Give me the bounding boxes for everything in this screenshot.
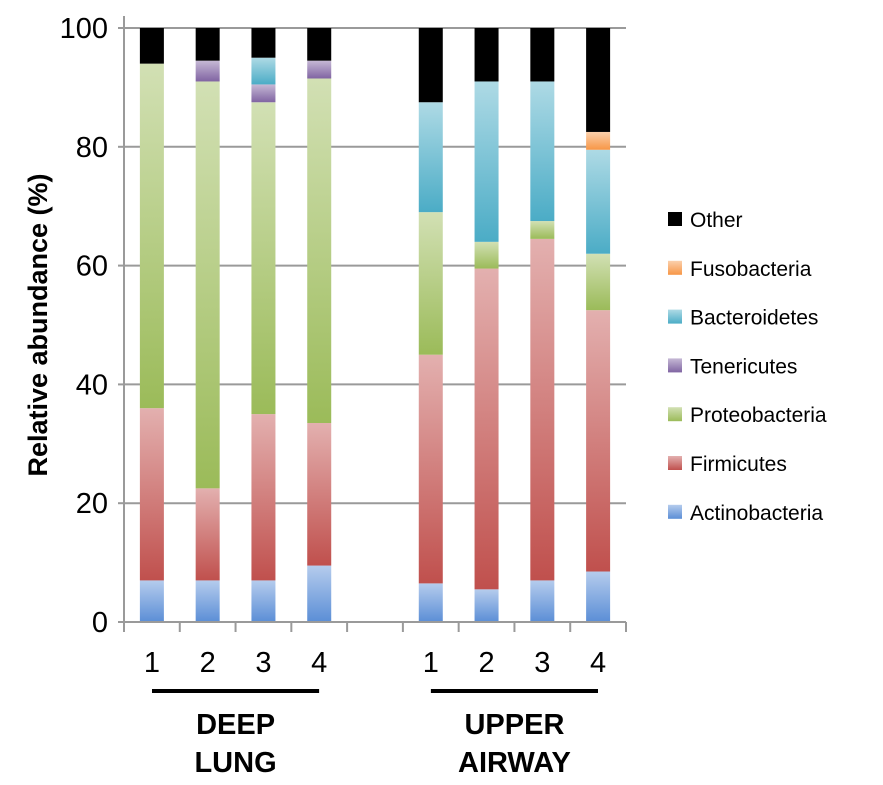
y-axis-label: Relative abundance (%) (23, 173, 53, 476)
legend-swatch (668, 358, 682, 372)
bar-segment-bacteroidetes (251, 58, 275, 85)
bar-segment-firmicutes (140, 408, 164, 580)
bar-segment-proteobacteria (475, 242, 499, 269)
bar-segment-bacteroidetes (586, 150, 610, 254)
y-tick-label: 20 (76, 488, 108, 520)
bar-segment-proteobacteria (251, 102, 275, 414)
x-tick-label: 3 (534, 647, 550, 679)
bar-segment-firmicutes (586, 310, 610, 571)
bar-segment-actinobacteria (140, 580, 164, 622)
bar-segment-actinobacteria (419, 583, 443, 622)
bar-segment-firmicutes (530, 239, 554, 581)
bar-segment-proteobacteria (586, 254, 610, 310)
x-tick-label: 2 (200, 647, 216, 679)
bar-segment-actinobacteria (530, 580, 554, 622)
bar-segment-proteobacteria (530, 221, 554, 239)
bar-segment-firmicutes (251, 414, 275, 580)
y-tick-label: 0 (92, 607, 108, 639)
x-tick-label: 1 (423, 647, 439, 679)
bar-segment-other (530, 28, 554, 81)
x-tick-label: 4 (311, 647, 327, 679)
bar-segment-firmicutes (475, 269, 499, 590)
legend-label: Other (690, 209, 743, 232)
bar-segment-other (307, 28, 331, 61)
x-tick-label: 1 (144, 647, 160, 679)
bar-segment-actinobacteria (307, 566, 331, 622)
group-label: LUNG (194, 747, 276, 779)
bar-segment-proteobacteria (419, 212, 443, 355)
bar-segment-proteobacteria (140, 64, 164, 409)
y-tick-label: 60 (76, 251, 108, 283)
x-tick-label: 4 (590, 647, 606, 679)
group-label: AIRWAY (458, 747, 571, 779)
legend-label: Tenericutes (690, 355, 797, 378)
bar-segment-actinobacteria (586, 572, 610, 622)
bar-segment-bacteroidetes (530, 81, 554, 221)
group-label: UPPER (464, 709, 564, 741)
legend-label: Firmicutes (690, 453, 787, 476)
bars (140, 28, 610, 622)
legend-swatch (668, 456, 682, 470)
y-tick-label: 40 (76, 369, 108, 401)
bar-segment-other (140, 28, 164, 64)
bar-segment-other (586, 28, 610, 132)
x-tick-label: 2 (478, 647, 494, 679)
legend-label: Actinobacteria (690, 502, 823, 525)
bar-segment-tenericutes (196, 61, 220, 82)
group-label: DEEP (196, 709, 275, 741)
bar-segment-other (251, 28, 275, 58)
legend-label: Proteobacteria (690, 404, 827, 427)
legend-swatch (668, 212, 682, 226)
bar-segment-actinobacteria (196, 580, 220, 622)
legend-swatch (668, 261, 682, 275)
bar-segment-actinobacteria (475, 589, 499, 622)
bar-segment-bacteroidetes (475, 81, 499, 241)
bar-segment-firmicutes (419, 355, 443, 584)
bar-segment-actinobacteria (251, 580, 275, 622)
bar-segment-other (419, 28, 443, 102)
x-tick-label: 3 (255, 647, 271, 679)
legend-swatch (668, 310, 682, 324)
bar-segment-firmicutes (196, 488, 220, 580)
bar-segment-tenericutes (307, 61, 331, 79)
legend: Other Fusobacteria Bacteroidetes Tenericute… (668, 209, 827, 525)
legend-swatch (668, 505, 682, 519)
bar-segment-proteobacteria (307, 78, 331, 423)
legend-swatch (668, 407, 682, 421)
legend-label: Bacteroidetes (690, 307, 818, 330)
bar-segment-bacteroidetes (419, 102, 443, 212)
bar-segment-other (196, 28, 220, 61)
legend-label: Fusobacteria (690, 258, 812, 281)
bar-segment-firmicutes (307, 423, 331, 566)
y-tick-label: 80 (76, 132, 108, 164)
bar-segment-fusobacteria (586, 132, 610, 150)
bar-segment-other (475, 28, 499, 81)
y-tick-label: 100 (60, 13, 108, 45)
bar-segment-proteobacteria (196, 81, 220, 488)
bar-segment-tenericutes (251, 84, 275, 102)
